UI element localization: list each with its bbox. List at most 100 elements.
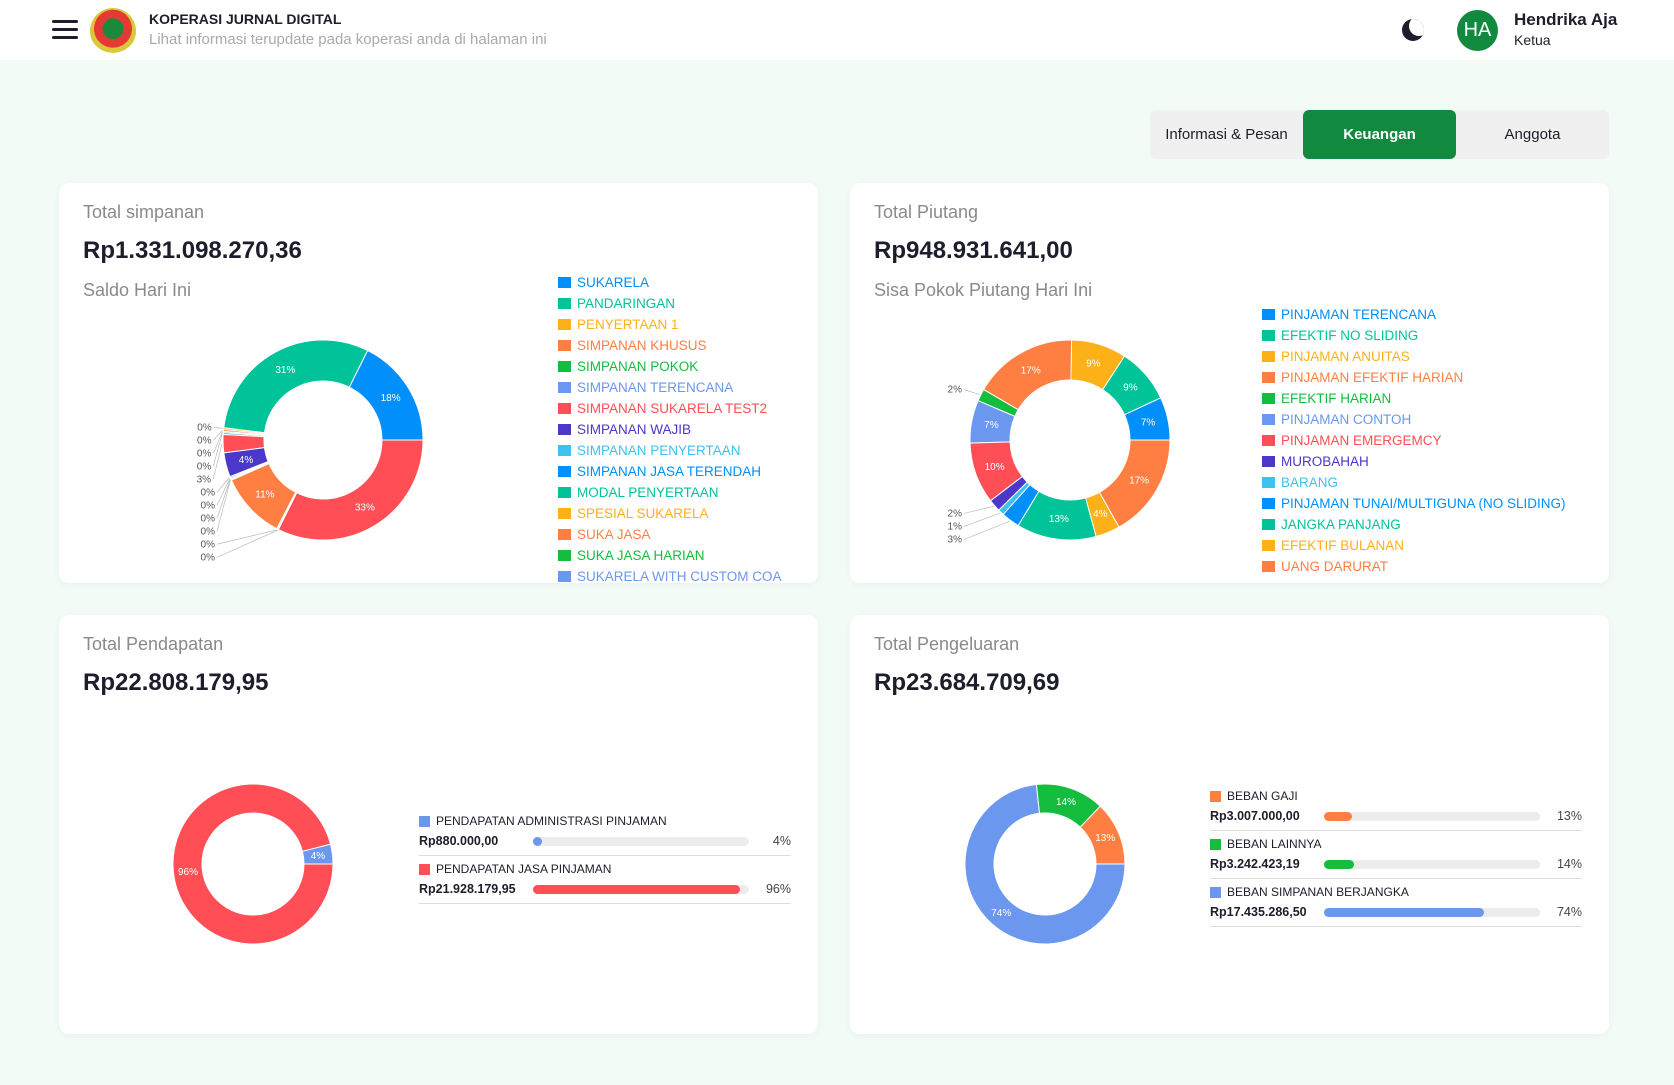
legend-swatch <box>558 571 571 582</box>
card-title: Total Piutang <box>874 202 979 222</box>
legend-item[interactable]: MUROBAHAH <box>1262 451 1566 472</box>
legend-swatch <box>1262 519 1275 530</box>
legend-item[interactable]: SUKA JASA <box>558 524 782 545</box>
slice-label: 4% <box>311 851 326 862</box>
legend-item[interactable]: SUKARELA WITH CUSTOM COA <box>558 566 782 583</box>
breakdown-percent: 74% <box>1556 905 1582 919</box>
legend-item[interactable]: PINJAMAN EMERGEMCY <box>1262 430 1566 451</box>
legend-swatch <box>558 550 571 561</box>
legend-swatch <box>558 508 571 519</box>
legend-item[interactable]: EFEKTIF BULANAN <box>1262 535 1566 556</box>
legend-label: EFEKTIF BULANAN <box>1281 538 1405 553</box>
label-leader-line <box>216 477 230 493</box>
legend-item[interactable]: SIMPANAN WAJIB <box>558 419 782 440</box>
legend-item[interactable]: BARANG <box>1262 472 1566 493</box>
legend-label: SIMPANAN KHUSUS <box>577 338 707 353</box>
legend-item[interactable]: PANDARINGAN <box>558 293 782 314</box>
label-leader-line <box>963 512 1001 527</box>
card-title: Total simpanan <box>83 202 205 222</box>
donut-slice[interactable] <box>277 439 424 541</box>
legend-label: EFEKTIF NO SLIDING <box>1281 328 1419 343</box>
legend-item[interactable]: SPESIAL SUKARELA <box>558 503 782 524</box>
legend-swatch <box>1262 393 1275 404</box>
moon-icon[interactable] <box>1402 19 1424 41</box>
legend-item[interactable]: SIMPANAN PENYERTAAN <box>558 440 782 461</box>
legend-swatch <box>1262 435 1275 446</box>
breakdown-amount: Rp880.000,00 <box>419 834 499 848</box>
donut-slice[interactable] <box>1098 439 1171 528</box>
donut-chart-piutang: 7% 9% 9% 17% 2% 7% 10% 2% 1% 3% 13% 4% 17% <box>948 339 1171 545</box>
legend-swatch <box>1262 561 1275 572</box>
tab-keuangan[interactable]: Keuangan <box>1303 110 1456 159</box>
legend-label: UANG DARURAT <box>1281 559 1389 574</box>
legend-item[interactable]: EFEKTIF HARIAN <box>1262 388 1566 409</box>
legend-piutang[interactable]: PINJAMAN TERENCANA EFEKTIF NO SLIDING PINJ… <box>1262 304 1566 577</box>
slice-label: 7% <box>984 420 999 431</box>
legend-item[interactable]: SIMPANAN TERENCANA <box>558 377 782 398</box>
legend-label: PANDARINGAN <box>577 296 676 311</box>
legend-label: PINJAMAN EFEKTIF HARIAN <box>1281 370 1464 385</box>
legend-item[interactable]: PINJAMAN ANUITAS <box>1262 346 1566 367</box>
legend-item[interactable]: PINJAMAN CONTOH <box>1262 409 1566 430</box>
card-title: Total Pengeluaran <box>874 634 1020 654</box>
legend-item[interactable]: PENYERTAAN 1 <box>558 314 782 335</box>
donut-slice[interactable] <box>223 339 369 434</box>
slice-label: 3% <box>948 534 963 545</box>
legend-label: JANGKA PANJANG <box>1281 517 1401 532</box>
legend-item[interactable]: SIMPANAN POKOK <box>558 356 782 377</box>
legend-item[interactable]: PINJAMAN TERENCANA <box>1262 304 1566 325</box>
legend-label: PENYERTAAN 1 <box>577 317 679 332</box>
legend-label: PINJAMAN ANUITAS <box>1281 349 1410 364</box>
tab-informasi-pesan[interactable]: Informasi & Pesan <box>1165 126 1288 143</box>
legend-label: SIMPANAN WAJIB <box>577 422 692 437</box>
legend-item[interactable]: SIMPANAN JASA TERENDAH <box>558 461 782 482</box>
label-leader-line <box>216 478 231 506</box>
breakdown-row: PENDAPATAN ADMINISTRASI PINJAMAN Rp880.0… <box>419 808 791 856</box>
legend-item[interactable]: EFEKTIF NO SLIDING <box>1262 325 1566 346</box>
tab-anggota[interactable]: Anggota <box>1504 126 1561 143</box>
breakdown-percent: 14% <box>1556 857 1582 871</box>
legend-item[interactable]: MODAL PENYERTAAN <box>558 482 782 503</box>
slice-label: 0% <box>201 487 216 498</box>
legend-swatch <box>1262 309 1275 320</box>
legend-label: SIMPANAN SUKARELA TEST2 <box>577 401 768 416</box>
breakdown-pengeluaran: BEBAN GAJI Rp3.007.000,00 13% BEBAN LAINNY… <box>1210 783 1582 927</box>
slice-label: 17% <box>1021 365 1041 376</box>
progress-track <box>533 884 749 894</box>
legend-item[interactable]: UANG DARURAT <box>1262 556 1566 577</box>
slice-label: 0% <box>201 539 216 550</box>
label-leader-line <box>213 426 223 429</box>
label-leader-line <box>963 389 980 395</box>
legend-item[interactable]: JANGKA PANJANG <box>1262 514 1566 535</box>
label-leader-line <box>216 479 231 519</box>
legend-label: SUKA JASA HARIAN <box>577 548 705 563</box>
legend-item[interactable]: SIMPANAN KHUSUS <box>558 335 782 356</box>
donut-slice[interactable] <box>172 783 334 945</box>
menu-icon[interactable] <box>52 20 78 40</box>
card-subtitle: Saldo Hari Ini <box>83 280 192 300</box>
legend-swatch <box>558 403 571 414</box>
cooperative-logo <box>90 8 136 54</box>
legend-item[interactable]: SIMPANAN SUKARELA TEST2 <box>558 398 782 419</box>
legend-swatch <box>1262 330 1275 341</box>
legend-item[interactable]: PINJAMAN EFEKTIF HARIAN <box>1262 367 1566 388</box>
app-title: KOPERASI JURNAL DIGITAL <box>149 11 342 27</box>
slice-label: 0% <box>197 461 212 472</box>
card-amount: Rp1.331.098.270,36 <box>83 237 302 264</box>
progress-track <box>1324 811 1540 821</box>
legend-item[interactable]: SUKA JASA HARIAN <box>558 545 782 566</box>
legend-label: SIMPANAN PENYERTAAN <box>577 443 741 458</box>
legend-label: EFEKTIF HARIAN <box>1281 391 1392 406</box>
avatar[interactable]: HA <box>1457 10 1498 51</box>
legend-item[interactable]: PINJAMAN TUNAI/MULTIGUNA (NO SLIDING) <box>1262 493 1566 514</box>
donut-slice[interactable] <box>964 783 1126 945</box>
legend-swatch <box>1262 414 1275 425</box>
legend-label: MUROBAHAH <box>1281 454 1369 469</box>
legend-swatch <box>558 487 571 498</box>
legend-swatch <box>558 466 571 477</box>
legend-swatch <box>558 529 571 540</box>
legend-swatch <box>558 424 571 435</box>
legend-label: SIMPANAN JASA TERENDAH <box>577 464 762 479</box>
legend-simpanan[interactable]: SUKARELA PANDARINGAN PENYERTAAN 1 SIMPANAN … <box>558 272 782 583</box>
legend-item[interactable]: SUKARELA <box>558 272 782 293</box>
